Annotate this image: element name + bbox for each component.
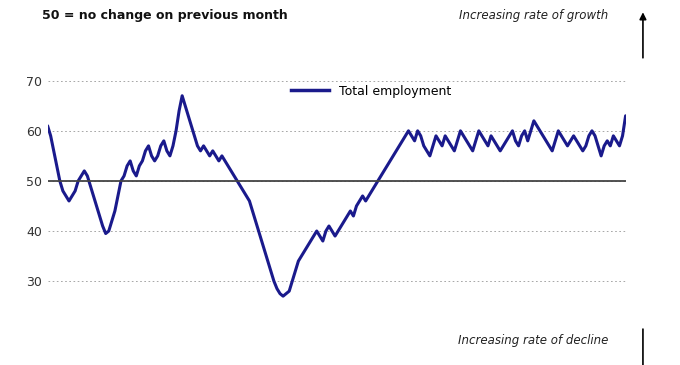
Legend: Total employment: Total employment: [286, 80, 456, 103]
Text: 50 = no change on previous month: 50 = no change on previous month: [42, 9, 288, 23]
Text: Increasing rate of growth: Increasing rate of growth: [459, 9, 609, 23]
Text: Increasing rate of decline: Increasing rate of decline: [458, 334, 609, 347]
